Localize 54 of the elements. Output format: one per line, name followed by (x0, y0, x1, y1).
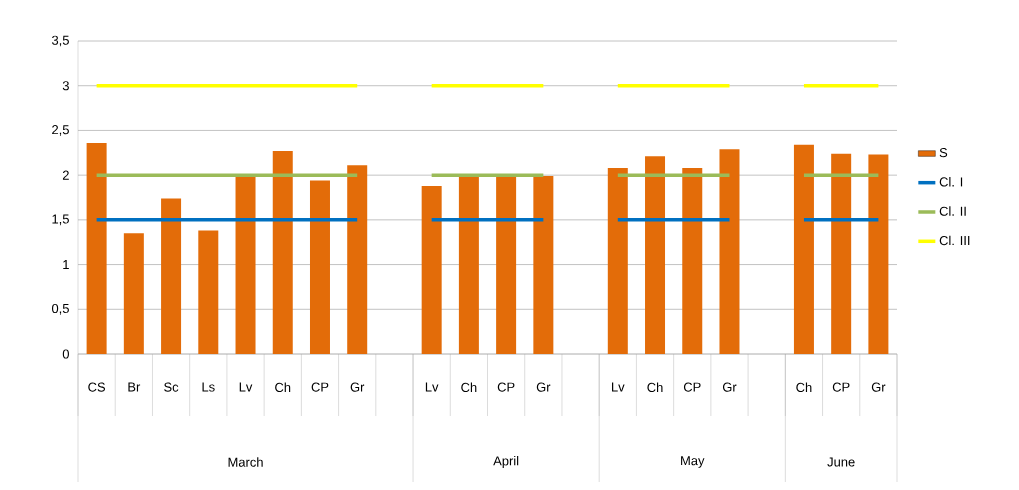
x-tick-label: Lv (612, 382, 625, 392)
bar (496, 176, 517, 354)
bar (235, 176, 256, 354)
bar (347, 165, 368, 354)
x-tick-label: Ch (275, 382, 291, 393)
bar (645, 156, 666, 354)
x-tick-label: CS (88, 382, 106, 392)
x-tick-label: Br (128, 382, 141, 392)
x-tick-label: Lv (239, 382, 253, 392)
bar (421, 185, 442, 354)
bar (161, 198, 182, 354)
bar (793, 144, 814, 354)
x-tick-label: Lv (425, 382, 439, 392)
bar (607, 167, 628, 354)
legend-label: Cl. II (939, 206, 966, 216)
text: June (827, 457, 855, 467)
y-tick-label: 2 (62, 170, 69, 180)
text: April (493, 455, 519, 469)
bar (458, 176, 479, 354)
y-tick-label: 3 (62, 81, 69, 91)
text: May (681, 456, 705, 468)
legend-label: Cl. I (939, 177, 963, 187)
x-tick-label: CP (497, 382, 515, 392)
x-tick-label: Ch (796, 382, 812, 393)
x-tick-label: CP (683, 382, 701, 392)
bar (272, 151, 293, 354)
bar (123, 233, 144, 354)
y-tick-label: 1 (63, 260, 69, 270)
x-tick-label: CP (832, 382, 850, 392)
bar (533, 176, 554, 354)
bar (86, 142, 107, 354)
legend-label: Cl. III (939, 235, 970, 246)
legend-label: S (939, 148, 948, 158)
text: March (228, 457, 263, 467)
y-tick-label: 0 (62, 349, 69, 359)
x-tick-label: Gr (350, 382, 365, 392)
y-tick-label: 3,5 (51, 35, 69, 47)
x-tick-label: Sc (164, 382, 179, 392)
bar (831, 153, 852, 354)
x-tick-label: Ls (202, 382, 215, 392)
x-tick-label: Gr (871, 382, 886, 392)
bar (198, 230, 219, 354)
bar (682, 167, 703, 354)
bar (719, 149, 740, 354)
x-tick-label: Ch (461, 382, 477, 393)
x-tick-label: CP (311, 382, 329, 392)
bar (309, 180, 330, 354)
y-tick-label: 0,5 (51, 303, 69, 315)
bar (868, 154, 889, 354)
y-tick-label: 1,5 (52, 214, 69, 226)
x-tick-label: Gr (722, 382, 737, 392)
y-tick-label: 2,5 (52, 125, 69, 136)
x-tick-label: Gr (536, 382, 551, 392)
x-tick-label: Ch (647, 382, 663, 393)
